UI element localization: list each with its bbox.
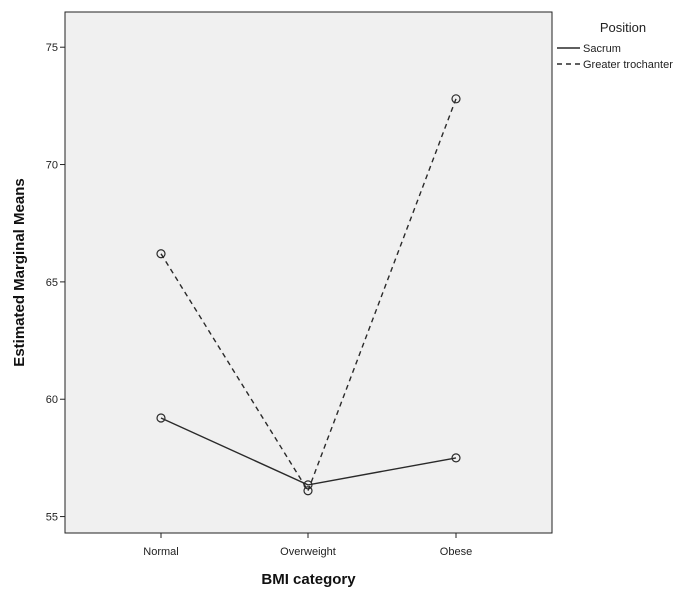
data-point [451,94,461,104]
data-point [303,486,313,496]
y-tick-label: 60 [46,394,58,406]
x-axis: Normal Overweight Obese [143,533,472,558]
x-tick-label: Overweight [280,546,336,558]
y-tick-label: 75 [46,42,58,54]
series-greater-trochanter [156,94,461,496]
legend-item: Sacrum [557,43,621,55]
y-tick-label: 55 [46,512,58,524]
series-line [160,98,457,493]
data-point [156,413,166,423]
plot-area [65,12,552,533]
legend-title: Position [600,20,646,35]
legend-label: Greater trochanter [583,59,673,71]
y-axis-title: Estimated Marginal Means [11,178,28,366]
x-tick-label: Obese [440,546,472,558]
plot-frame [64,11,553,534]
legend-label: Sacrum [583,43,621,55]
data-point [156,249,166,259]
series-line [160,417,457,486]
y-tick-label: 70 [46,160,58,172]
x-axis-title: BMI category [261,571,356,588]
series-sacrum [156,413,461,490]
legend-item: Greater trochanter [557,59,673,71]
y-axis: 55 60 65 70 75 [46,42,65,524]
data-point [451,453,461,463]
y-tick-label: 65 [46,277,58,289]
series-layer [156,94,461,496]
legend: Position Sacrum Greater trochanter [557,20,673,71]
x-tick-label: Normal [143,546,178,558]
